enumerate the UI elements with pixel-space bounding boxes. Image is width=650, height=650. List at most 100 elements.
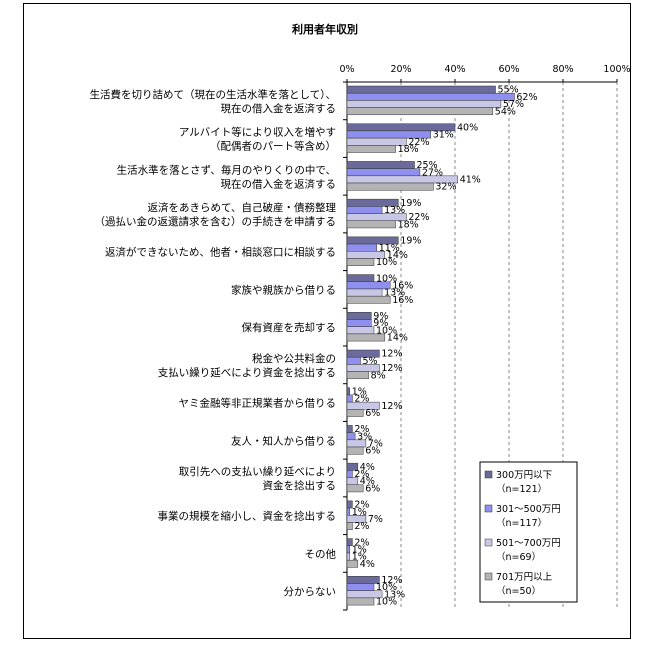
- category-label: 家族や親族から借りる: [231, 283, 336, 296]
- data-label: 12%: [381, 349, 402, 360]
- data-label: 6%: [365, 408, 380, 419]
- data-label: 2%: [354, 521, 369, 532]
- value-labels: 55%62%57%54%40%31%22%18%25%27%41%32%19%1…: [352, 85, 538, 608]
- data-label: 4%: [360, 559, 375, 570]
- legend-series-n: （n=117）: [496, 517, 547, 529]
- bar: [346, 326, 375, 335]
- category-label: （過払い金の返還請求を含む）の手続きを申請する: [95, 215, 337, 228]
- legend-box: [479, 461, 578, 603]
- data-label: 1%: [352, 507, 367, 518]
- bar: [346, 258, 375, 266]
- data-label: 4%: [360, 462, 375, 473]
- legend-series-n: （n=121）: [496, 483, 547, 495]
- bar: [346, 85, 496, 94]
- data-label: 13%: [384, 288, 405, 299]
- data-label: 13%: [384, 205, 405, 216]
- data-label: 62%: [516, 92, 537, 103]
- data-label: 6%: [365, 483, 380, 494]
- data-label: 14%: [387, 250, 408, 261]
- category-label: 現在の借入金を返済する: [221, 177, 337, 190]
- bar: [346, 552, 350, 561]
- data-label: 1%: [352, 552, 367, 563]
- legend-series-n: （n=69）: [496, 551, 541, 563]
- data-label: 10%: [376, 582, 397, 593]
- data-label: 27%: [422, 167, 443, 178]
- data-label: 12%: [381, 363, 402, 374]
- data-label: 14%: [387, 333, 408, 344]
- bar: [346, 356, 361, 365]
- bar: [346, 545, 350, 554]
- data-label: 18%: [398, 219, 419, 230]
- bar: [346, 333, 386, 342]
- legend-swatch: [484, 504, 493, 513]
- legend-swatch: [484, 572, 493, 581]
- category-label: 生活費を切り詰めて（現在の生活水準を落として）、: [90, 88, 336, 101]
- legend-series-name: 701万円以上: [496, 572, 553, 583]
- bar: [346, 295, 391, 304]
- data-label: 4%: [360, 476, 375, 487]
- data-label: 6%: [365, 446, 380, 457]
- x-tick-label: 40%: [444, 64, 465, 75]
- data-label: 10%: [376, 325, 397, 336]
- data-label: 9%: [373, 318, 388, 329]
- bar: [346, 515, 367, 523]
- data-label: 16%: [392, 295, 413, 306]
- bar: [346, 92, 515, 101]
- bar: [346, 559, 359, 568]
- data-label: 9%: [373, 311, 388, 322]
- bar: [346, 220, 396, 229]
- data-label: 55%: [498, 85, 519, 96]
- data-label: 8%: [371, 370, 386, 381]
- data-label: 13%: [384, 589, 405, 600]
- bar: [346, 274, 375, 283]
- bar: [346, 161, 415, 169]
- data-label: 32%: [435, 182, 456, 193]
- data-label: 2%: [354, 424, 369, 435]
- data-label: 7%: [368, 514, 383, 525]
- legend-series-name: 300万円以下: [496, 470, 552, 481]
- bar: [346, 597, 375, 606]
- data-label: 25%: [417, 160, 438, 171]
- category-label: その他: [305, 547, 337, 560]
- category-label: 現在の借入金を返済する: [221, 102, 337, 115]
- data-label: 40%: [457, 122, 478, 133]
- data-label: 2%: [354, 469, 369, 480]
- data-label: 54%: [495, 106, 516, 117]
- bar: [346, 107, 494, 116]
- category-label: 返済ができないため、他者・相談窓口に相談する: [105, 246, 336, 259]
- bar: [346, 288, 383, 297]
- x-tick-label: 20%: [390, 64, 411, 75]
- category-label: （配偶者のパート等含め）: [210, 140, 336, 153]
- bar: [346, 371, 369, 380]
- data-label: 11%: [379, 243, 400, 254]
- bar: [346, 583, 375, 591]
- x-tick-label: 80%: [552, 64, 573, 75]
- bar: [346, 319, 372, 327]
- bar: [346, 446, 364, 455]
- legend-series-n: （n=50）: [496, 585, 541, 597]
- x-tick-label: 60%: [498, 64, 519, 75]
- data-label: 12%: [381, 575, 402, 586]
- data-label: 10%: [376, 597, 397, 608]
- bar: [346, 522, 353, 530]
- category-label: 友人・知人から借りる: [231, 434, 336, 447]
- category-label: 保有資産を売却する: [242, 321, 337, 334]
- bar: [346, 243, 377, 252]
- chart-title: 利用者年収別: [292, 22, 358, 36]
- bar: [346, 168, 421, 177]
- category-label: 分からない: [284, 586, 337, 598]
- data-label: 1%: [352, 544, 367, 555]
- category-label: 取引先への支払い繰り延べにより: [179, 465, 336, 478]
- category-label: 返済をあきらめて、自己破産・債務整理: [148, 201, 337, 214]
- bar: [346, 387, 350, 396]
- x-tick-label: 0%: [339, 64, 354, 75]
- data-label: 19%: [400, 198, 421, 209]
- bar: [346, 206, 383, 214]
- data-label: 22%: [408, 212, 429, 223]
- bar: [346, 484, 364, 493]
- chart-frame: [23, 3, 631, 639]
- legend-series-name: 501～700万円: [496, 538, 561, 549]
- bar: [346, 145, 396, 153]
- category-label: 生活水準を落とさず、毎月のやりくりの中で、: [117, 163, 336, 176]
